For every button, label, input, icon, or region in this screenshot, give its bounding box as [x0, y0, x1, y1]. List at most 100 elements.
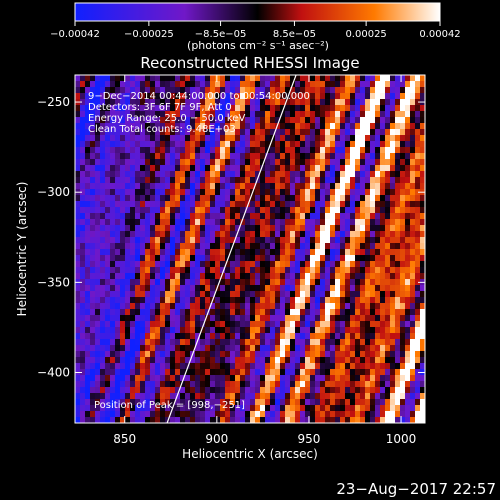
heatmap-cell [180, 387, 186, 394]
heatmap-cell [235, 315, 241, 322]
heatmap-cell [405, 153, 411, 160]
heatmap-cell [265, 339, 271, 346]
heatmap-cell [315, 213, 321, 220]
heatmap-cell [200, 195, 206, 202]
heatmap-cell [290, 321, 296, 328]
heatmap-cell [315, 393, 321, 400]
heatmap-cell [130, 333, 136, 340]
heatmap-cell [240, 123, 246, 130]
heatmap-cell [190, 147, 196, 154]
heatmap-cell [110, 279, 116, 286]
heatmap-cell [280, 381, 286, 388]
heatmap-cell [175, 243, 181, 250]
heatmap-cell [300, 369, 306, 376]
heatmap-cell [420, 315, 425, 322]
heatmap-cell [230, 207, 236, 214]
heatmap-cell [420, 375, 425, 382]
heatmap-cell [250, 411, 256, 418]
heatmap-cell [110, 297, 116, 304]
heatmap-cell [230, 129, 236, 136]
heatmap-cell [345, 327, 351, 334]
heatmap-cell [270, 153, 276, 160]
heatmap-cell [85, 273, 91, 280]
heatmap-cell [240, 201, 246, 208]
heatmap-cell [160, 255, 166, 262]
heatmap-cell [420, 303, 425, 310]
heatmap-cell [350, 147, 356, 154]
heatmap-cell [280, 177, 286, 184]
heatmap-cell [75, 243, 81, 250]
heatmap-cell [200, 117, 206, 124]
heatmap-cell [340, 333, 346, 340]
heatmap-cell [290, 177, 296, 184]
heatmap-cell [235, 99, 241, 106]
heatmap-cell [380, 177, 386, 184]
heatmap-cell [245, 183, 251, 190]
heatmap-cell [80, 315, 86, 322]
heatmap-cell [390, 177, 396, 184]
heatmap-cell [390, 147, 396, 154]
heatmap-cell [305, 243, 311, 250]
heatmap-cell [265, 213, 271, 220]
heatmap-cell [220, 105, 226, 112]
heatmap-cell [225, 219, 231, 226]
heatmap-cell [95, 225, 101, 232]
heatmap-cell [130, 207, 136, 214]
heatmap-cell [315, 129, 321, 136]
heatmap-cell [385, 315, 391, 322]
heatmap-cell [280, 303, 286, 310]
heatmap-cell [130, 417, 136, 423]
heatmap-cell [120, 141, 126, 148]
heatmap-cell [105, 237, 111, 244]
heatmap-cell [80, 153, 86, 160]
heatmap-cell [200, 213, 206, 220]
heatmap-cell [170, 159, 176, 166]
heatmap-cell [185, 273, 191, 280]
heatmap-cell [105, 243, 111, 250]
heatmap-cell [185, 309, 191, 316]
heatmap-cell [175, 291, 181, 298]
heatmap-cell [380, 183, 386, 190]
heatmap-cell [395, 141, 401, 148]
heatmap-cell [410, 291, 416, 298]
heatmap-cell [100, 411, 106, 418]
heatmap-cell [150, 399, 156, 406]
heatmap-cell [75, 219, 81, 226]
heatmap-cell [210, 255, 216, 262]
heatmap-cell [190, 303, 196, 310]
heatmap-cell [380, 195, 386, 202]
heatmap-cell [120, 81, 126, 88]
heatmap-cell [365, 153, 371, 160]
heatmap-cell [115, 219, 121, 226]
heatmap-cell [145, 327, 151, 334]
heatmap-cell [305, 291, 311, 298]
heatmap-cell [115, 303, 121, 310]
heatmap-cell [395, 303, 401, 310]
heatmap-cell [195, 339, 201, 346]
heatmap-cell [270, 219, 276, 226]
heatmap-cell [150, 135, 156, 142]
heatmap-cell [255, 321, 261, 328]
heatmap-cell [135, 369, 141, 376]
heatmap-cell [170, 141, 176, 148]
heatmap-cell [290, 225, 296, 232]
heatmap-cell [90, 87, 96, 94]
heatmap-cell [110, 255, 116, 262]
heatmap-cell [155, 129, 161, 136]
heatmap-cell [405, 351, 411, 358]
heatmap-cell [185, 411, 191, 418]
heatmap-cell [330, 219, 336, 226]
heatmap-cell [290, 147, 296, 154]
heatmap-cell [410, 207, 416, 214]
heatmap-cell [80, 231, 86, 238]
heatmap-cell [270, 111, 276, 118]
heatmap-cell [195, 195, 201, 202]
heatmap-cell [155, 387, 161, 394]
heatmap-cell [320, 285, 326, 292]
heatmap-cell [360, 261, 366, 268]
heatmap-cell [80, 393, 86, 400]
heatmap-cell [320, 171, 326, 178]
heatmap-cell [235, 75, 241, 82]
heatmap-cell [85, 399, 91, 406]
heatmap-cell [220, 93, 226, 100]
